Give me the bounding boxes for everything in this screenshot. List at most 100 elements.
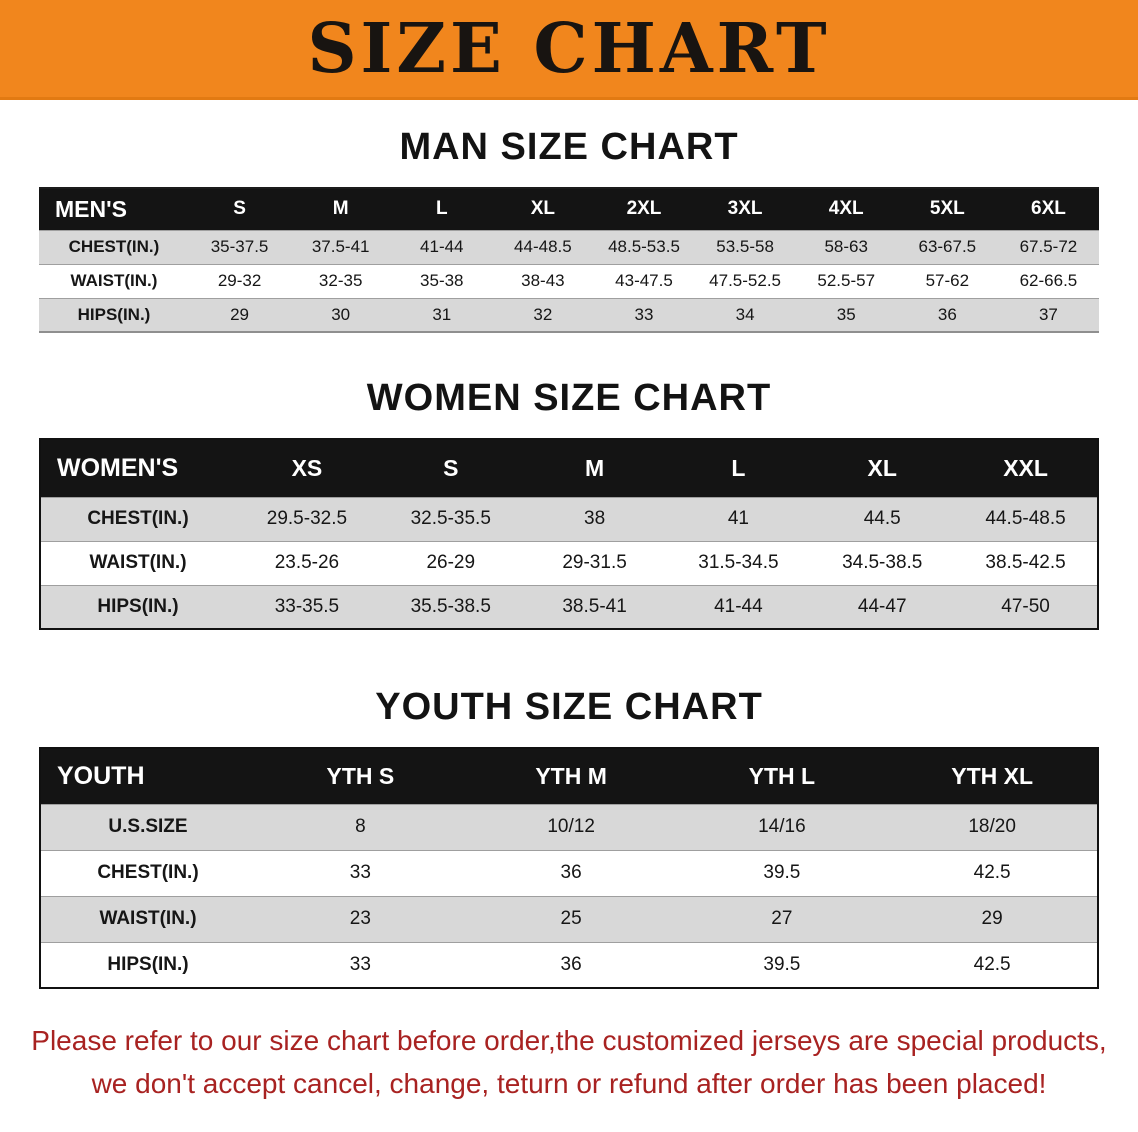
women-header-row: WOMEN'S XS S M L XL XXL: [40, 439, 1098, 497]
youth-size-value-cell: 36: [465, 941, 677, 988]
women-size-value-cell: 26-29: [378, 540, 523, 585]
men-size-value-cell: 35-37.5: [189, 229, 291, 264]
men-size-value-cell: 32-35: [290, 263, 392, 298]
women-measurement-row: WAIST(IN.) 23.5-26 26-29 29-31.5 31.5-34.5 34…: [40, 540, 1098, 585]
youth-size-table: YOUTH YTH S YTH M YTH L YTH XL U.S.SIZE 8 10/12…: [39, 747, 1099, 989]
men-size-column-header: 3XL: [694, 188, 796, 230]
women-size-value-cell: 29.5-32.5: [235, 496, 379, 541]
women-size-value-cell: 41-44: [666, 584, 811, 629]
women-size-value-cell: 38: [522, 496, 667, 541]
youth-size-value-cell: 29: [887, 895, 1098, 942]
youth-size-value-cell: 27: [676, 895, 888, 942]
men-size-value-cell: 44-48.5: [492, 229, 594, 264]
men-size-value-cell: 37: [997, 297, 1099, 332]
women-size-value-cell: 38.5-42.5: [954, 540, 1098, 585]
women-size-column-header: M: [522, 439, 667, 497]
youth-size-value-cell: 42.5: [887, 941, 1098, 988]
men-size-value-cell: 37.5-41: [290, 229, 392, 264]
men-size-value-cell: 34: [694, 297, 796, 332]
youth-size-column-header: YTH S: [255, 748, 466, 804]
men-header-row: MEN'S S M L XL 2XL 3XL 4XL 5XL 6XL: [39, 188, 1099, 230]
women-size-column-header: S: [378, 439, 523, 497]
youth-row-label: WAIST(IN.): [40, 895, 255, 942]
men-size-value-cell: 41-44: [391, 229, 493, 264]
men-table-title: MEN'S: [39, 188, 189, 230]
men-size-value-cell: 29-32: [189, 263, 291, 298]
women-table-title: WOMEN'S: [40, 439, 235, 497]
women-size-column-header: XXL: [954, 439, 1098, 497]
women-measurement-row: CHEST(IN.) 29.5-32.5 32.5-35.5 38 41 44.5 44.5…: [40, 496, 1098, 541]
youth-measurement-row: CHEST(IN.) 33 36 39.5 42.5: [40, 849, 1098, 896]
men-size-value-cell: 35-38: [391, 263, 493, 298]
youth-size-value-cell: 36: [465, 849, 677, 896]
youth-header-row: YOUTH YTH S YTH M YTH L YTH XL: [40, 748, 1098, 804]
men-size-column-header: XL: [492, 188, 594, 230]
men-row-label: CHEST(IN.): [39, 229, 189, 264]
youth-size-value-cell: 42.5: [887, 849, 1098, 896]
men-size-value-cell: 62-66.5: [997, 263, 1099, 298]
women-size-column-header: L: [666, 439, 811, 497]
women-row-label: CHEST(IN.): [40, 496, 235, 541]
men-size-value-cell: 63-67.5: [896, 229, 998, 264]
men-size-column-header: 6XL: [997, 188, 1099, 230]
youth-size-value-cell: 25: [465, 895, 677, 942]
men-size-column-header: 5XL: [896, 188, 998, 230]
disclaimer-line-1: Please refer to our size chart before or…: [31, 1025, 1107, 1056]
men-size-column-header: L: [391, 188, 493, 230]
banner: SIZE CHART: [0, 0, 1138, 100]
youth-size-value-cell: 33: [255, 849, 466, 896]
men-size-table: MEN'S S M L XL 2XL 3XL 4XL 5XL 6XL CHEST(IN.) 35-37…: [39, 187, 1099, 333]
women-size-column-header: XL: [810, 439, 955, 497]
women-size-table: WOMEN'S XS S M L XL XXL CHEST(IN.) 29.5-32.5 32.5…: [39, 438, 1099, 630]
youth-size-value-cell: 14/16: [676, 803, 888, 850]
women-size-value-cell: 32.5-35.5: [378, 496, 523, 541]
disclaimer-line-2: we don't accept cancel, change, teturn o…: [91, 1068, 1047, 1100]
men-size-value-cell: 29: [189, 297, 291, 332]
youth-size-column-header: YTH XL: [887, 748, 1098, 804]
women-size-value-cell: 38.5-41: [522, 584, 667, 629]
youth-size-value-cell: 23: [255, 895, 466, 942]
youth-size-value-cell: 8: [255, 803, 466, 850]
men-size-value-cell: 43-47.5: [593, 263, 695, 298]
women-size-value-cell: 29-31.5: [522, 540, 667, 585]
women-size-value-cell: 44.5: [810, 496, 955, 541]
women-size-value-cell: 44-47: [810, 584, 955, 629]
men-size-column-header: S: [189, 188, 291, 230]
youth-size-value-cell: 33: [255, 941, 466, 988]
youth-row-label: U.S.SIZE: [40, 803, 255, 850]
men-size-value-cell: 47.5-52.5: [694, 263, 796, 298]
men-size-value-cell: 30: [290, 297, 392, 332]
women-size-value-cell: 47-50: [954, 584, 1098, 629]
men-measurement-row: WAIST(IN.) 29-32 32-35 35-38 38-43 43-47.5 47.…: [39, 263, 1099, 298]
youth-measurement-row: HIPS(IN.) 33 36 39.5 42.5: [40, 941, 1098, 988]
men-size-value-cell: 33: [593, 297, 695, 332]
men-measurement-row: HIPS(IN.) 29 30 31 32 33 34 35 36 37: [39, 297, 1099, 332]
youth-section-heading: YOUTH SIZE CHART: [375, 686, 763, 728]
youth-size-value-cell: 10/12: [465, 803, 677, 850]
men-size-value-cell: 53.5-58: [694, 229, 796, 264]
men-size-value-cell: 31: [391, 297, 493, 332]
youth-measurement-row: U.S.SIZE 8 10/12 14/16 18/20: [40, 803, 1098, 850]
youth-size-value-cell: 39.5: [676, 941, 888, 988]
youth-size-column-header: YTH L: [676, 748, 888, 804]
youth-size-value-cell: 39.5: [676, 849, 888, 896]
women-size-value-cell: 34.5-38.5: [810, 540, 955, 585]
men-size-value-cell: 32: [492, 297, 594, 332]
men-size-value-cell: 48.5-53.5: [593, 229, 695, 264]
women-size-value-cell: 33-35.5: [235, 584, 379, 629]
men-size-value-cell: 57-62: [896, 263, 998, 298]
men-size-value-cell: 67.5-72: [997, 229, 1099, 264]
women-size-value-cell: 35.5-38.5: [378, 584, 523, 629]
youth-row-label: CHEST(IN.): [40, 849, 255, 896]
men-size-column-header: M: [290, 188, 392, 230]
women-section-heading: WOMEN SIZE CHART: [366, 377, 772, 419]
men-size-column-header: 2XL: [593, 188, 695, 230]
men-measurement-row: CHEST(IN.) 35-37.5 37.5-41 41-44 44-48.5 48.5…: [39, 229, 1099, 264]
men-size-value-cell: 52.5-57: [795, 263, 897, 298]
men-row-label: WAIST(IN.): [39, 263, 189, 298]
women-row-label: HIPS(IN.): [40, 584, 235, 629]
youth-size-value-cell: 18/20: [887, 803, 1098, 850]
men-size-value-cell: 38-43: [492, 263, 594, 298]
women-size-value-cell: 23.5-26: [235, 540, 379, 585]
